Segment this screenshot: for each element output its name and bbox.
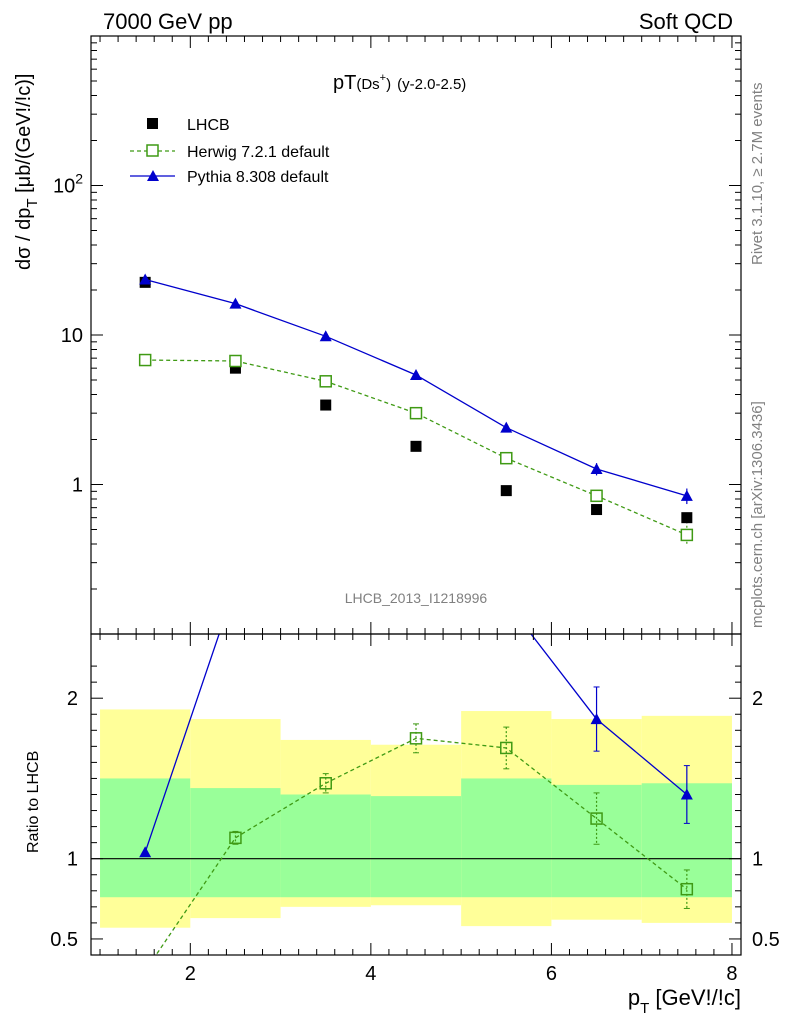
main-ylabel-sub: T [24, 198, 41, 207]
ratio-band-green [370, 796, 462, 898]
ratio-band-green [461, 778, 552, 898]
ratio-xtick-label: 8 [726, 963, 737, 985]
ratio-xtick-label: 4 [365, 963, 376, 985]
ratio-ytick-label-left: 2 [67, 688, 78, 710]
main-point-herwig [138, 353, 152, 367]
main-ytick-label: 102 [53, 171, 83, 198]
mcplots-label: mcplots.cern.ch [arXiv:1306.3436] [749, 401, 766, 628]
main-point-lhcb [320, 399, 332, 411]
main-point-pythia [139, 273, 152, 285]
main-ylabel-unit: [μb/(GeV!/!c)] [13, 74, 35, 199]
ratio-xtick-label: 6 [546, 963, 557, 985]
ratio-band-green [280, 794, 371, 898]
legend-marker-pythia [147, 170, 159, 181]
main-point-herwig [500, 451, 513, 465]
main-title-text: pT [333, 72, 356, 94]
xlabel-main: p [628, 985, 640, 1010]
ratio-frame [90, 633, 742, 956]
ratio-ytick-label-left: 1 [67, 849, 78, 871]
main-point-pythia [590, 462, 603, 474]
main-point-pythia [410, 369, 422, 381]
ratio-plot-area: 2 4 6 8 0.5 0.5 1 1 2 2 [50, 633, 780, 985]
ratio-ytick-label-left: 0.5 [50, 929, 78, 951]
ratio-point-pythia [680, 788, 693, 800]
ratio-point-herwig [500, 741, 513, 755]
xlabel-unit: [GeV!/!c] [649, 985, 741, 1010]
legend-label-herwig: Herwig 7.2.1 default [187, 144, 330, 161]
main-point-herwig [590, 489, 603, 503]
ratio-point-herwig [409, 732, 423, 745]
main-title-close: ) [386, 76, 391, 93]
main-ytick-label-exp: 2 [75, 171, 83, 187]
main-series-line [144, 278, 688, 497]
xlabel: pT [GeV!/!c] [628, 985, 741, 1017]
ratio-series-line-herwig [155, 737, 688, 955]
main-point-herwig [229, 354, 242, 368]
main-point-lhcb [681, 512, 693, 524]
ratio-series-line-pythia [596, 718, 688, 795]
main-point-pythia [229, 297, 242, 309]
ratio-clipped-group [91, 634, 741, 955]
header-left: 7000 GeV pp [103, 9, 233, 34]
main-point-pythia [680, 489, 693, 501]
ratio-series-line-pythia [144, 634, 220, 853]
ratio-point-herwig [319, 777, 332, 790]
legend-label-lhcb: LHCB [187, 117, 230, 134]
ratio-ytick-label-right: 0.5 [752, 929, 780, 951]
legend-label-pythia: Pythia 8.308 default [187, 169, 329, 186]
main-title-range: (y-2.0-2.5) [397, 76, 466, 93]
main-ylabel: dσ / dpT [μb/(GeV!/!c)] [13, 74, 41, 270]
main-point-lhcb [500, 485, 512, 497]
main-title-particle: (Ds [356, 76, 379, 93]
rivet-label: Rivet 3.1.10, ≥ 2.7M events [749, 83, 766, 266]
ratio-ytick-label-right: 1 [752, 849, 763, 871]
header-right: Soft QCD [639, 9, 733, 34]
main-ytick-label-base: 10 [53, 176, 75, 198]
legend-marker-herwig [146, 144, 159, 157]
main-title: pT(Ds+) (y-2.0-2.5) [333, 72, 466, 94]
legend-marker-lhcb [147, 118, 158, 129]
legend: LHCB Herwig 7.2.1 default Pythia 8.308 d… [130, 117, 330, 186]
main-ytick-label: 10 [61, 325, 83, 347]
ratio-point-pythia [139, 846, 152, 858]
main-point-pythia [319, 330, 332, 342]
main-point-herwig [680, 528, 694, 542]
main-point-pythia [500, 421, 513, 433]
analysis-id: LHCB_2013_I1218996 [345, 590, 488, 606]
main-ylabel-main: dσ / dp [13, 208, 35, 270]
ratio-point-herwig [590, 812, 603, 825]
ratio-point-herwig [680, 882, 694, 896]
main-point-herwig [319, 375, 332, 388]
ratio-point-herwig [229, 831, 242, 845]
main-ytick-label: 1 [72, 475, 83, 497]
main-title-sup: + [380, 72, 386, 84]
ratio-ylabel: Ratio to LHCB [25, 751, 42, 853]
main-point-lhcb [229, 362, 241, 374]
ratio-ytick-label-right: 2 [752, 688, 763, 710]
main-point-lhcb [591, 504, 603, 516]
xlabel-sub: T [640, 1000, 649, 1017]
ratio-xtick-label: 2 [185, 963, 196, 985]
ratio-series-line-pythia [530, 634, 598, 720]
ratio-point-pythia [590, 713, 603, 725]
main-point-lhcb [410, 440, 422, 452]
ratio-band-green [100, 778, 191, 898]
main-point-herwig [409, 406, 423, 420]
